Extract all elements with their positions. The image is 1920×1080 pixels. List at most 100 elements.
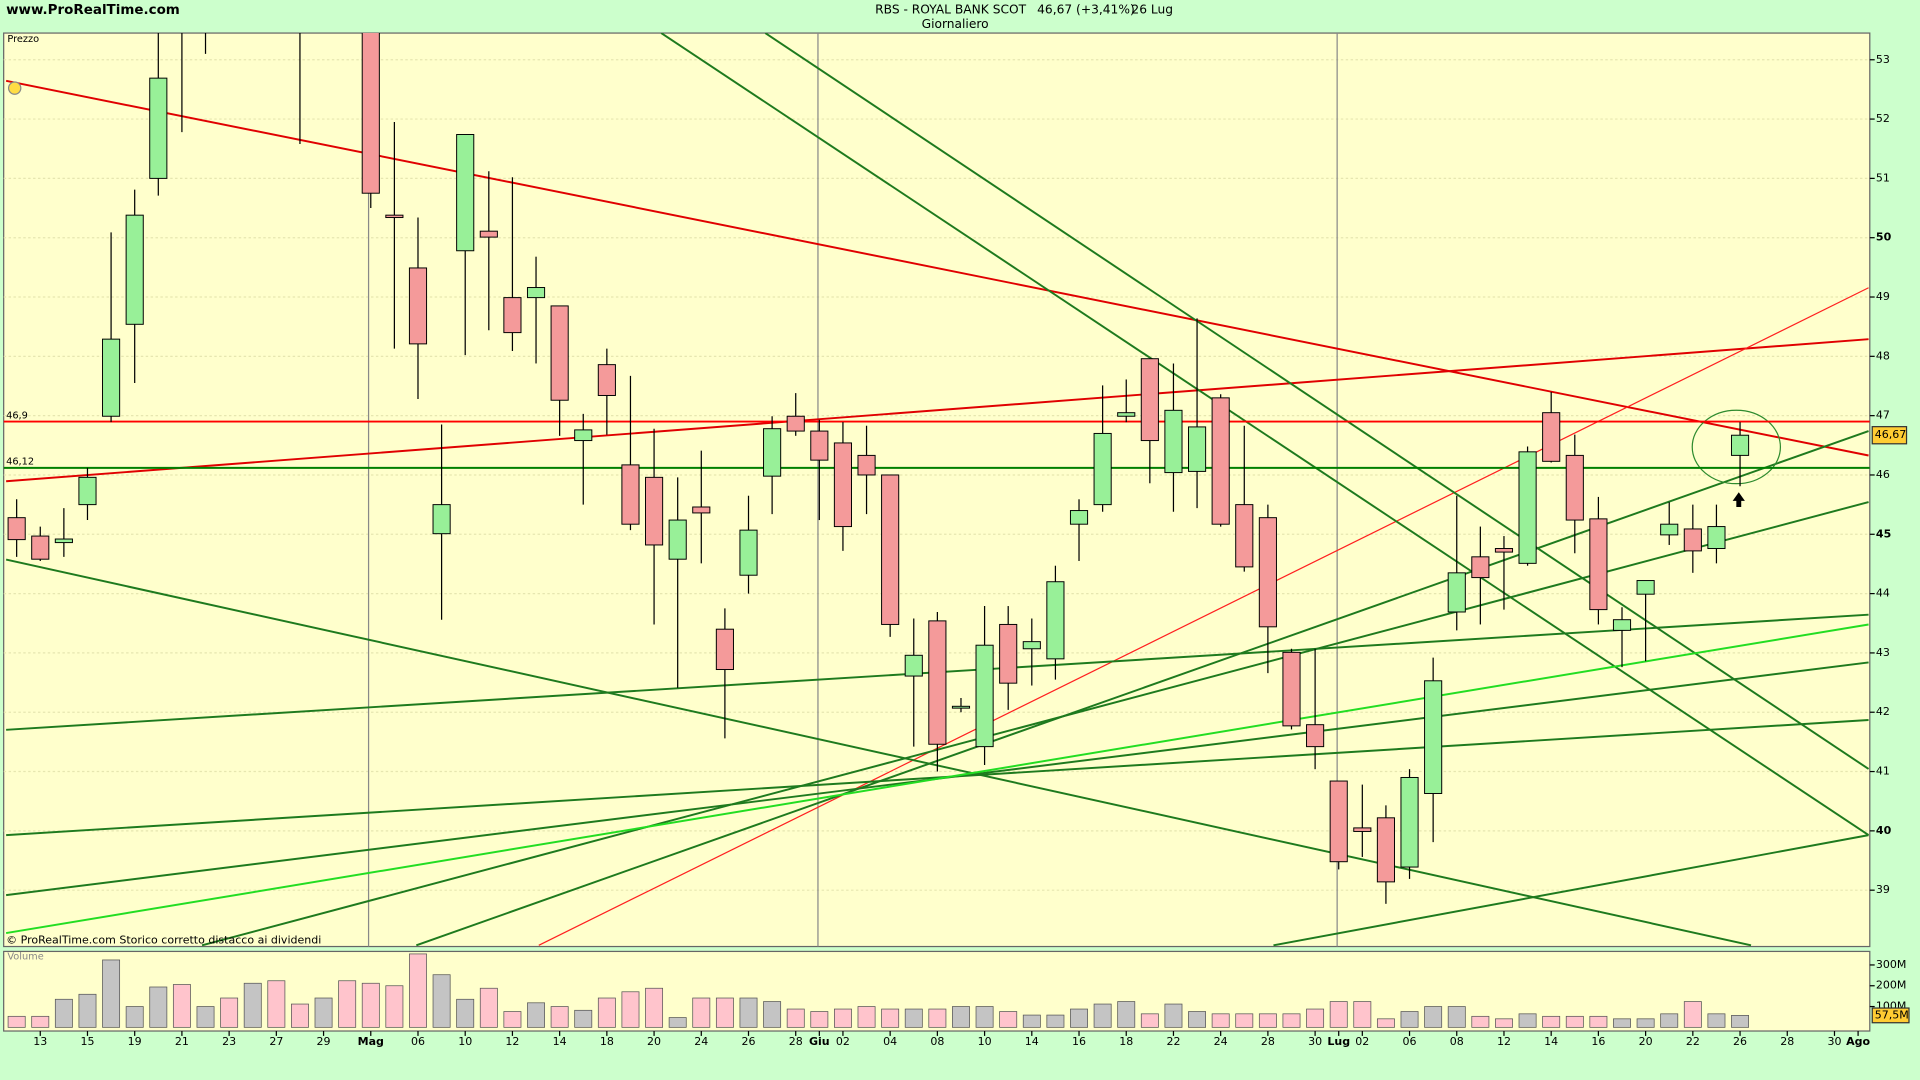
candle-body xyxy=(1093,432,1112,506)
volume-bar xyxy=(668,1017,687,1028)
trendline xyxy=(6,338,1869,483)
x-tick-label: 22 xyxy=(1166,1035,1180,1048)
x-tick-label: 28 xyxy=(789,1035,803,1048)
candle-body xyxy=(881,474,900,625)
x-tick-label: 14 xyxy=(1025,1035,1039,1048)
y-tick-label: 47 xyxy=(1876,409,1890,422)
x-tick-label: 18 xyxy=(600,1035,614,1048)
volume-bar xyxy=(220,997,239,1028)
x-tick-label: 12 xyxy=(505,1035,519,1048)
volume-bar xyxy=(1424,1006,1443,1028)
volume-tick-label: 300M xyxy=(1876,958,1907,971)
candle-body xyxy=(1117,412,1136,417)
volume-bar xyxy=(1306,1008,1325,1028)
candle-body xyxy=(7,517,26,541)
x-tick-label: 22 xyxy=(1686,1035,1700,1048)
x-tick-label: 06 xyxy=(411,1035,425,1048)
x-tick-label: 19 xyxy=(128,1035,142,1048)
volume-bar xyxy=(1660,1013,1679,1028)
volume-bar xyxy=(952,1006,970,1028)
x-tick-label: 02 xyxy=(836,1035,850,1048)
volume-bar xyxy=(7,1015,26,1028)
price-tag xyxy=(1871,426,1908,445)
candle-body xyxy=(904,654,923,677)
x-tick-label: 16 xyxy=(1591,1035,1605,1048)
y-tick-label: 44 xyxy=(1876,587,1890,600)
y-tick-label: 40 xyxy=(1876,824,1892,837)
y-tick-label: 49 xyxy=(1876,290,1890,303)
volume-bar xyxy=(834,1008,852,1028)
level-label: 46,12 xyxy=(6,457,34,468)
subtitle: Giornaliero xyxy=(922,17,989,31)
x-tick-label: 16 xyxy=(1072,1035,1086,1048)
chart-title: RBS - ROYAL BANK SCOT xyxy=(875,2,1026,16)
volume-bar xyxy=(1565,1015,1584,1028)
candle-body xyxy=(621,464,640,525)
x-tick-label: 28 xyxy=(1780,1035,1794,1048)
volume-bar xyxy=(1589,1015,1608,1028)
volume-bar xyxy=(1731,1015,1749,1028)
volume-bar xyxy=(149,986,168,1028)
trendline xyxy=(5,79,1869,457)
arrow-icon xyxy=(1732,492,1745,507)
candle-body xyxy=(456,134,475,252)
alert-icon xyxy=(7,81,22,95)
candle-body xyxy=(1187,426,1207,472)
volume-bar xyxy=(786,1008,805,1028)
x-tick-label: 30 xyxy=(1308,1035,1322,1048)
candle-body xyxy=(1306,724,1325,748)
price-panel xyxy=(3,32,1871,948)
x-tick-label: 08 xyxy=(930,1035,944,1048)
price-text: 46,67 (+3,41%) xyxy=(1037,2,1135,16)
x-tick-label: 08 xyxy=(1450,1035,1464,1048)
candle-body xyxy=(574,429,593,442)
candle-body xyxy=(503,297,522,334)
volume-bar xyxy=(172,984,191,1028)
candle-body xyxy=(432,504,451,535)
candle-body xyxy=(1022,641,1041,650)
y-tick-label: 39 xyxy=(1876,883,1890,896)
candle-body xyxy=(550,305,569,401)
volume-bar xyxy=(1542,1015,1561,1028)
volume-bar xyxy=(692,997,711,1028)
level-label: 46,9 xyxy=(6,410,28,421)
volume-bar xyxy=(904,1008,923,1028)
x-tick-label: 20 xyxy=(1639,1035,1653,1048)
volume-bar xyxy=(597,997,616,1028)
x-tick-label: 18 xyxy=(1119,1035,1133,1048)
price-tag-label: 46,67 xyxy=(1875,428,1907,441)
y-tick-label: 43 xyxy=(1876,646,1890,659)
candle-body xyxy=(810,430,829,461)
candle-body xyxy=(1518,451,1537,564)
volume-bar xyxy=(621,991,640,1028)
candle-body xyxy=(857,454,876,476)
volume-bar xyxy=(31,1015,50,1028)
y-tick-label: 46 xyxy=(1876,468,1890,481)
candle-body xyxy=(1636,580,1655,595)
x-tick-label: 06 xyxy=(1403,1035,1417,1048)
volume-bar xyxy=(1329,1001,1348,1028)
x-tick-label: Ago xyxy=(1846,1035,1870,1048)
y-tick-label: 45 xyxy=(1876,527,1891,540)
volume-tick-label: 200M xyxy=(1876,979,1907,992)
x-tick-label: 26 xyxy=(741,1035,755,1048)
volume-tag xyxy=(1871,1007,1910,1024)
x-tick-label: Mag xyxy=(358,1035,384,1048)
volume-bar xyxy=(1211,1013,1230,1028)
volume-bar xyxy=(479,987,498,1028)
x-tick-label: 20 xyxy=(647,1035,661,1048)
volume-bar xyxy=(1164,1003,1183,1028)
x-tick-label: 14 xyxy=(553,1035,567,1048)
candle-body xyxy=(1424,680,1443,794)
candle-body xyxy=(54,538,73,544)
y-tick-label: 53 xyxy=(1876,53,1890,66)
volume-bar xyxy=(361,982,380,1028)
volume-bar xyxy=(739,997,758,1028)
candle-body xyxy=(1400,776,1419,868)
volume-bar xyxy=(1188,1011,1206,1028)
candle-body xyxy=(102,338,121,417)
volume-bar xyxy=(291,1003,309,1028)
volume-bar xyxy=(1471,1015,1490,1028)
volume-bar xyxy=(314,997,333,1028)
volume-bar xyxy=(1353,1001,1372,1028)
